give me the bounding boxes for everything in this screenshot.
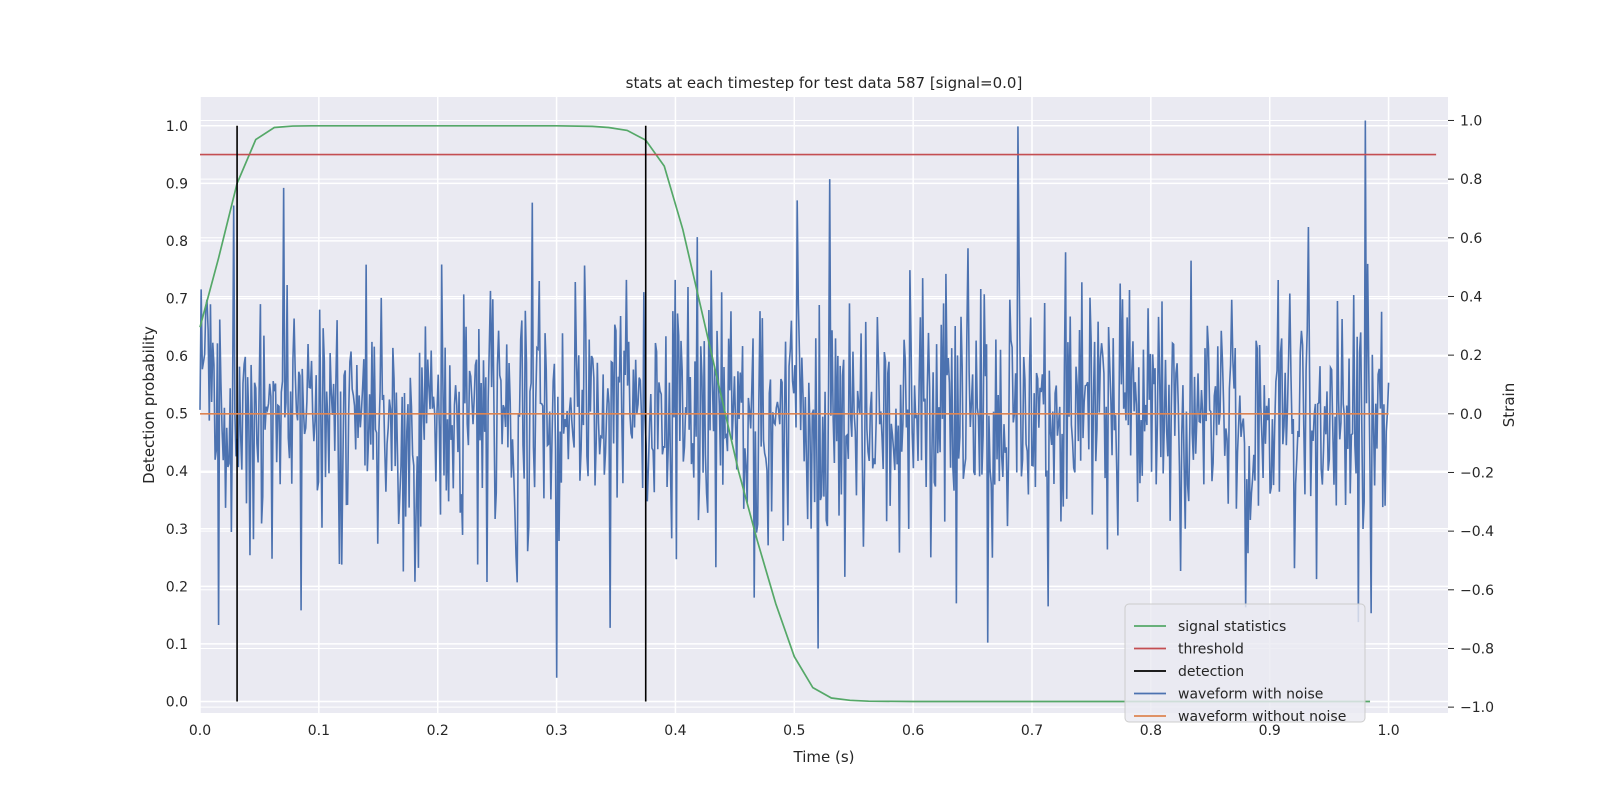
legend-label: threshold (1178, 642, 1244, 658)
y2-tick-label: −0.2 (1460, 465, 1494, 481)
tick-labels: 0.0 0.1 0.2 0.3 0.4 0.5 0.6 0.7 0.8 0.9 1.0 0.0 0.1 0… (166, 113, 1494, 739)
y-tick-label: 0.1 (166, 637, 188, 653)
x-tick-label: 0.5 (783, 723, 805, 739)
x-tick-label: 0.1 (308, 723, 330, 739)
y-tick-label: 0.5 (166, 407, 188, 423)
y2-tick-label: 0.2 (1460, 348, 1482, 364)
x-tick-label: 0.3 (545, 723, 567, 739)
x-tick-label: 0.0 (189, 723, 211, 739)
chart-title: stats at each timestep for test data 587… (626, 74, 1023, 92)
y2-tick-label: −0.4 (1460, 524, 1494, 540)
y2-tick-label: −1.0 (1460, 700, 1494, 716)
y-tick-label: 0.3 (166, 522, 188, 538)
y2-tick-label: 0.8 (1460, 172, 1482, 188)
series-signal-statistics (199, 124, 1371, 703)
legend-entries: signal statistics threshold detection wavef… (1134, 619, 1346, 725)
x-tick-label: 1.0 (1377, 723, 1399, 739)
x-axis-label: Time (s) (793, 748, 855, 766)
y-tick-label: 0.6 (166, 349, 188, 365)
x-tick-label: 0.2 (427, 723, 449, 739)
y-tick-label: 0.7 (166, 291, 188, 307)
y2-tick-label: 1.0 (1460, 113, 1482, 129)
legend-label: waveform with noise (1178, 687, 1323, 703)
legend: signal statistics threshold detection wavef… (1124, 603, 1366, 725)
y-tick-label: 0.0 (166, 694, 188, 710)
x-tick-label: 0.6 (902, 723, 924, 739)
y-tick-label: 0.2 (166, 579, 188, 595)
x-tick-label: 0.9 (1259, 723, 1281, 739)
y-tick-label: 0.8 (166, 234, 188, 250)
x-tick-label: 0.8 (1140, 723, 1162, 739)
legend-label: waveform without noise (1178, 709, 1346, 725)
y-axis-label: Detection probability (140, 326, 158, 484)
y2-tick-label: −0.6 (1460, 583, 1494, 599)
y2-tick-label: 0.0 (1460, 407, 1482, 423)
y2-axis-label: Strain (1500, 383, 1518, 427)
y-tick-label: 0.4 (166, 464, 188, 480)
y-tick-label: 0.9 (166, 176, 188, 192)
x-tick-label: 0.7 (1021, 723, 1043, 739)
legend-label: detection (1178, 664, 1244, 680)
y2-tick-label: −0.8 (1460, 641, 1494, 657)
y2-tick-label: 0.6 (1460, 231, 1482, 247)
series-layer (199, 120, 1437, 703)
legend-frame (1124, 603, 1366, 723)
legend-label: signal statistics (1178, 619, 1286, 635)
series-waveform-with-noise (199, 120, 1390, 678)
x-tick-label: 0.4 (664, 723, 686, 739)
y2-tick-label: 0.4 (1460, 289, 1482, 305)
y-tick-label: 1.0 (166, 119, 188, 135)
